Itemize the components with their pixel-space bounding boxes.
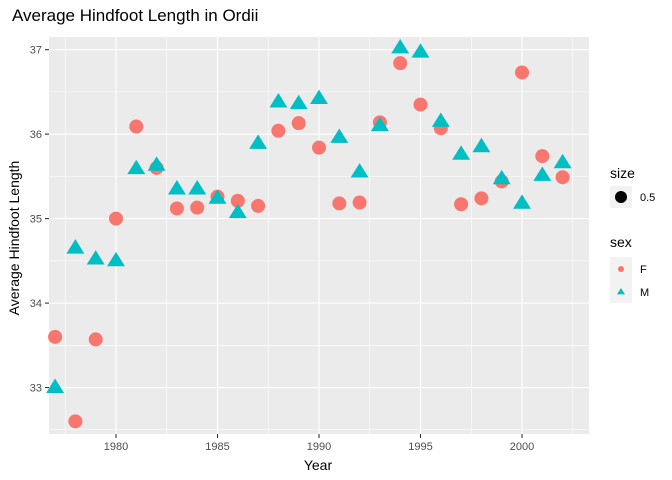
data-point-f [251,198,266,213]
data-point-f [108,211,123,226]
data-point-m [269,93,288,108]
data-point-m [107,251,125,267]
data-point-m [533,166,552,181]
data-point-m [553,153,572,169]
legend-symbol-m [617,288,625,295]
sex-legend-title: sex [610,234,632,250]
data-point-f [190,200,205,215]
data-point-f [454,197,469,212]
size-legend-label: 0.5 [640,192,655,204]
major-gridlines [49,37,589,434]
data-point-f [230,193,245,208]
data-point-m [167,180,186,195]
data-point-f [68,414,83,429]
data-point-f [535,149,550,164]
data-points [46,38,572,429]
legend: size 0.5 sex FM [610,165,655,303]
data-point-m [370,116,389,132]
chart-title: Average Hindfoot Length in Ordii [12,6,258,25]
y-tick-label: 33 [30,383,42,395]
data-point-f [88,332,103,347]
legend-label-m: M [640,287,649,299]
y-tick-label: 36 [30,129,42,141]
data-point-f [413,97,428,112]
x-axis: 1980 1985 1990 1995 2000 [104,434,534,453]
size-legend-title: size [610,165,635,181]
plot-panel [46,37,589,434]
y-tick-label: 34 [30,298,42,310]
y-tick-label: 35 [30,214,42,226]
legend-symbol-f [618,266,624,272]
data-point-f [555,170,570,185]
y-tick-label: 37 [30,45,42,57]
data-point-m [147,156,166,171]
data-point-m [228,203,247,219]
x-axis-title: Year [304,457,333,473]
x-tick-label: 1990 [307,441,331,453]
data-point-f [332,196,347,211]
data-point-m [127,159,146,175]
data-point-m [66,239,85,254]
x-tick-label: 2000 [510,441,534,453]
x-tick-label: 1995 [408,441,432,453]
data-point-m [513,194,531,209]
legend-label-f: F [640,264,647,276]
data-point-m [46,378,65,393]
x-tick-label: 1980 [104,441,128,453]
sex-legend-key-bg [610,257,632,303]
data-point-f [129,119,144,134]
data-point-f [48,329,63,344]
data-point-m [431,112,450,127]
data-point-m [249,134,268,149]
data-point-m [86,250,105,265]
data-point-m [391,38,410,54]
data-point-m [472,137,491,153]
y-axis: 33 34 35 36 37 [30,45,49,395]
size-legend-symbol [615,191,627,203]
y-axis-title: Average Hindfoot Length [6,161,22,316]
data-point-m [310,89,328,105]
data-point-f [474,191,489,206]
data-point-f [312,140,326,155]
data-point-m [452,145,471,160]
data-point-f [169,201,184,216]
data-point-m [350,163,369,178]
data-point-m [289,94,308,110]
x-tick-label: 1985 [205,441,229,453]
data-point-m [188,180,207,195]
data-point-m [330,128,349,143]
data-point-f [352,195,367,210]
data-point-m [492,169,511,185]
data-point-m [411,43,430,58]
data-point-f [271,123,286,138]
data-point-f [393,56,408,71]
data-point-f [291,116,306,131]
data-point-m [208,189,227,204]
data-point-f [515,65,530,80]
